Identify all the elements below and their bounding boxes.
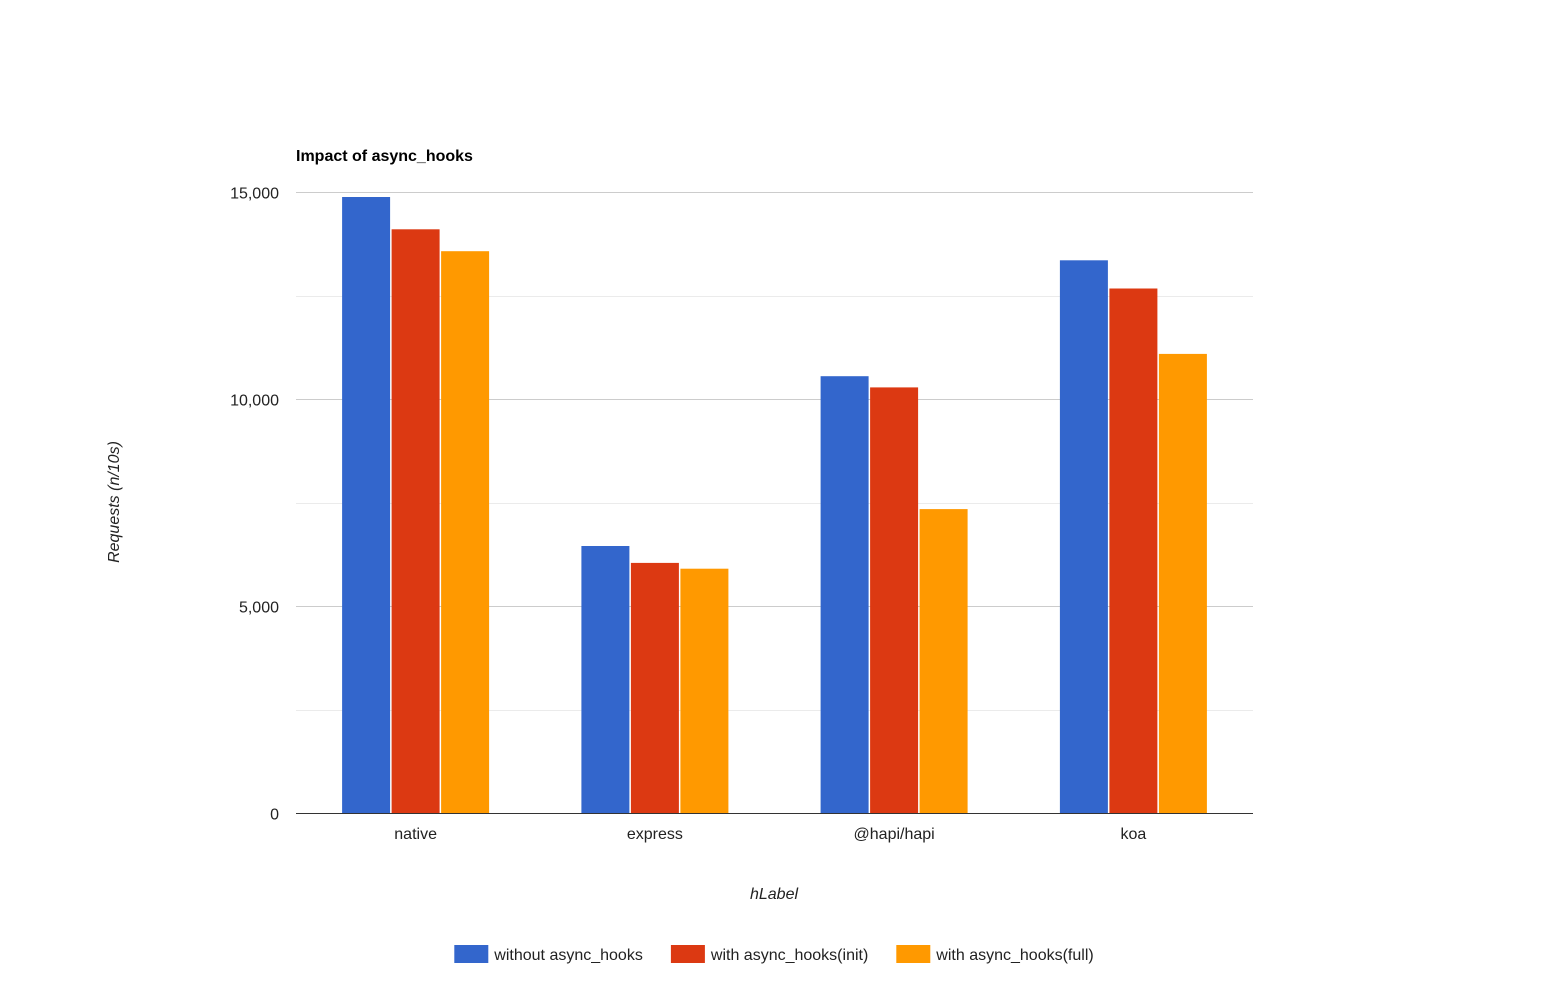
bar	[391, 229, 440, 814]
y-axis-title: Requests (n/10s)	[106, 441, 123, 563]
bar	[680, 568, 729, 813]
bar	[919, 509, 968, 813]
bar	[1158, 353, 1207, 813]
legend-swatch	[896, 945, 931, 963]
chart-title: Impact of async_hooks	[296, 148, 473, 165]
legend-item: with async_hooks(init)	[670, 945, 868, 964]
legend-swatch	[670, 945, 705, 963]
bar	[342, 197, 391, 813]
bar	[581, 546, 630, 813]
x-tick-label: native	[394, 826, 437, 843]
x-tick-label: koa	[1120, 826, 1146, 843]
bar	[820, 376, 869, 813]
y-tick-label: 0	[270, 807, 279, 824]
legend-label: without async_hooks	[493, 947, 643, 964]
legend-item: without async_hooks	[454, 945, 643, 964]
bar	[1109, 288, 1158, 813]
x-axis-title: hLabel	[750, 886, 798, 903]
bar	[630, 562, 679, 813]
axes: 0 5,000 10,000 15,000 native express @hapi/hap…	[230, 186, 1253, 843]
legend-item: with async_hooks(full)	[896, 945, 1094, 964]
y-tick-label: 15,000	[230, 186, 279, 203]
y-tick-label: 5,000	[239, 600, 279, 617]
legend-swatch	[454, 945, 489, 963]
legend-label: with async_hooks(init)	[710, 947, 868, 964]
legend-label: with async_hooks(full)	[935, 947, 1093, 964]
y-tick-label: 10,000	[230, 393, 279, 410]
bars	[342, 197, 1207, 814]
x-tick-label: @hapi/hapi	[854, 826, 935, 843]
legend: without async_hooks with async_hooks(init…	[454, 945, 1094, 964]
bar	[441, 251, 490, 813]
bar	[870, 387, 919, 813]
bar	[1059, 260, 1108, 813]
x-tick-label: express	[627, 826, 683, 843]
